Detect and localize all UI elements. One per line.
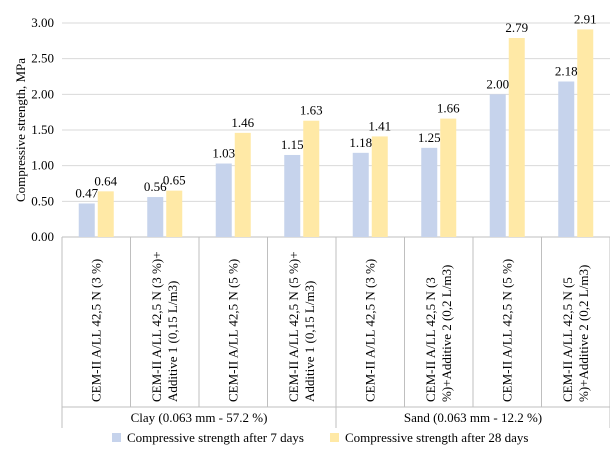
data-label: 0.47 [75,185,98,200]
group-label: Clay (0.063 mm - 57.2 %) [131,410,268,425]
category-label: CEM-II A/LL 42,5 N (5 [560,277,575,402]
bar-28-days [577,29,594,238]
category-label: CEM-II A/LL 42,5 N (3 [423,277,438,402]
y-tick-label: 2.00 [31,86,54,101]
bar-7-days [284,154,301,237]
data-label: 1.15 [281,137,304,152]
bar-7-days [421,147,438,237]
bar-7-days [147,197,164,237]
legend-label: Compressive strength after 28 days [345,430,528,445]
legend-swatch [330,433,339,442]
category-label: Additive 1 (0,15 L/m3) [302,281,317,402]
y-axis-title: Compressive strength, MPa [13,58,28,202]
bar-28-days [508,37,525,238]
bar-28-days [234,132,251,237]
data-label: 1.41 [368,118,391,133]
legend-label: Compressive strength after 7 days [127,430,304,445]
data-label: 0.65 [163,173,186,188]
data-label: 1.03 [212,146,235,161]
data-label: 1.63 [300,103,323,118]
data-label: 2.00 [486,76,509,91]
data-label: 2.79 [505,20,528,35]
group-label: Sand (0.063 mm - 12.2 %) [404,410,542,425]
bar-28-days [371,136,388,237]
data-label: 1.66 [437,101,460,116]
y-tick-label: 1.00 [31,158,54,173]
bar-7-days [558,81,575,237]
category-label: CEM-II A/LL 42,5 N (5 %)+ [286,251,301,402]
category-label: CEM-II A/LL 42,5 N (3 %) [362,259,377,402]
bar-28-days [440,118,457,237]
data-label: 1.25 [418,130,441,145]
data-label: 1.18 [349,135,372,150]
bar-7-days [78,203,95,237]
category-label: CEM-II A/LL 42,5 N (5 %) [499,259,514,402]
data-label: 2.91 [574,11,597,26]
data-label: 0.56 [144,179,167,194]
y-tick-label: 3.00 [31,15,54,30]
bar-28-days [303,120,320,237]
bar-7-days [489,94,506,237]
data-label: 2.18 [555,63,578,78]
legend-swatch [112,433,121,442]
y-tick-label: 0.50 [31,193,54,208]
data-label: 1.46 [231,115,254,130]
category-label: %)+Additive 2 (0,2 L/m3) [439,265,454,402]
category-label: %)+Additive 2 (0,2 L/m3) [576,265,591,402]
category-label: Additive 1 (0,15 L/m3) [165,281,180,402]
bar-7-days [215,163,232,237]
data-label: 0.64 [94,173,117,188]
bar-7-days [352,152,369,237]
category-label: CEM-II A/LL 42,5 N (3 %)+ [149,251,164,402]
category-label: CEM-II A/LL 42,5 N (3 %) [88,259,103,402]
y-tick-label: 1.50 [31,122,54,137]
y-tick-label: 0.00 [31,229,54,244]
y-tick-label: 2.50 [31,51,54,66]
bar-28-days [166,190,183,237]
bar-28-days [97,191,114,237]
category-label: CEM-II A/LL 42,5 N (5 %) [225,259,240,402]
